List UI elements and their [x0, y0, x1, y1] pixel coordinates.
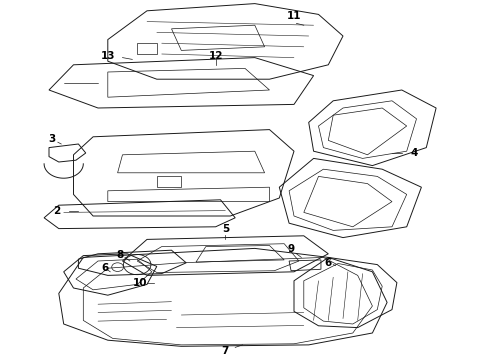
- Text: 13: 13: [100, 51, 115, 61]
- Text: 2: 2: [53, 206, 60, 216]
- Text: 3: 3: [48, 134, 55, 144]
- Text: 6: 6: [325, 258, 332, 268]
- Text: 8: 8: [117, 250, 123, 260]
- Text: 9: 9: [288, 244, 295, 254]
- Text: 7: 7: [221, 346, 229, 356]
- Text: 6: 6: [102, 263, 109, 273]
- Text: 11: 11: [287, 11, 301, 21]
- Text: 10: 10: [132, 278, 147, 288]
- Text: 12: 12: [208, 51, 223, 61]
- Text: 5: 5: [222, 224, 229, 234]
- Text: 4: 4: [410, 148, 418, 158]
